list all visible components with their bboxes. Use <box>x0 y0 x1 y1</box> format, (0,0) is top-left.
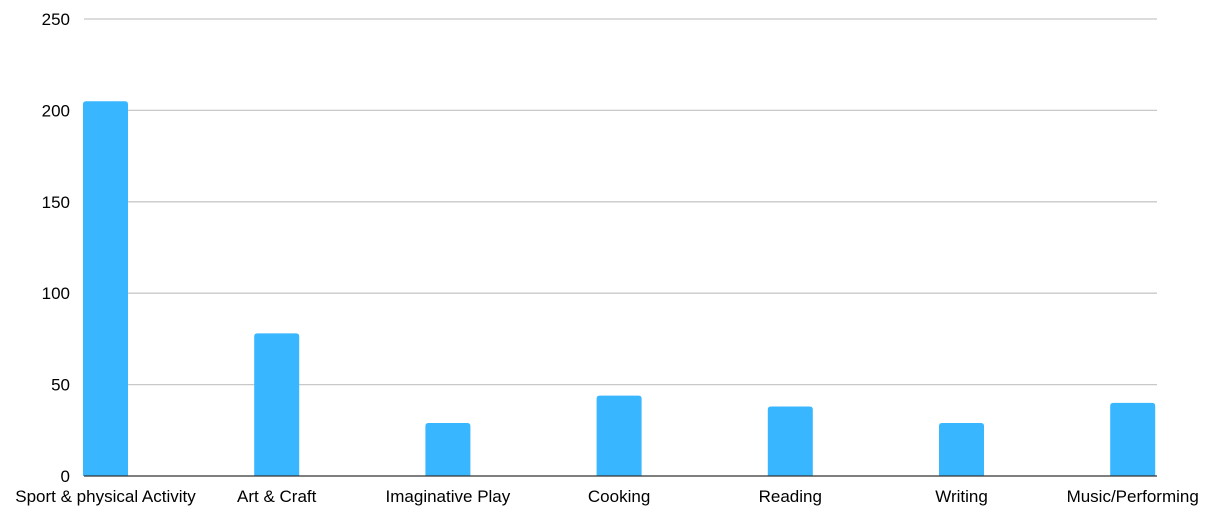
bar <box>767 406 813 476</box>
y-tick-label: 150 <box>42 193 70 212</box>
y-tick-label: 100 <box>42 284 70 303</box>
x-category-label: Writing <box>935 487 988 506</box>
y-tick-label: 250 <box>42 10 70 29</box>
y-axis-tick-labels: 0 50 100 150 200 250 <box>42 10 70 486</box>
x-category-label: Art & Craft <box>237 487 317 506</box>
bar <box>425 422 471 476</box>
gridlines <box>84 18 1157 386</box>
bar <box>254 333 300 476</box>
y-tick-label: 50 <box>51 376 70 395</box>
bar <box>939 422 984 476</box>
x-category-label: Music/Performing <box>1067 487 1199 506</box>
bars <box>83 101 1156 476</box>
bar <box>596 395 642 476</box>
x-category-label: Sport & physical Activity <box>15 487 196 506</box>
bar <box>83 101 128 476</box>
y-tick-label: 0 <box>61 467 70 486</box>
x-category-label: Cooking <box>588 487 650 506</box>
bar <box>1110 402 1156 476</box>
x-category-label: Imaginative Play <box>386 487 511 506</box>
x-category-label: Reading <box>759 487 822 506</box>
x-axis-category-labels: Sport & physical Activity Art & Craft Imag… <box>15 487 1199 506</box>
y-tick-label: 200 <box>42 101 70 120</box>
